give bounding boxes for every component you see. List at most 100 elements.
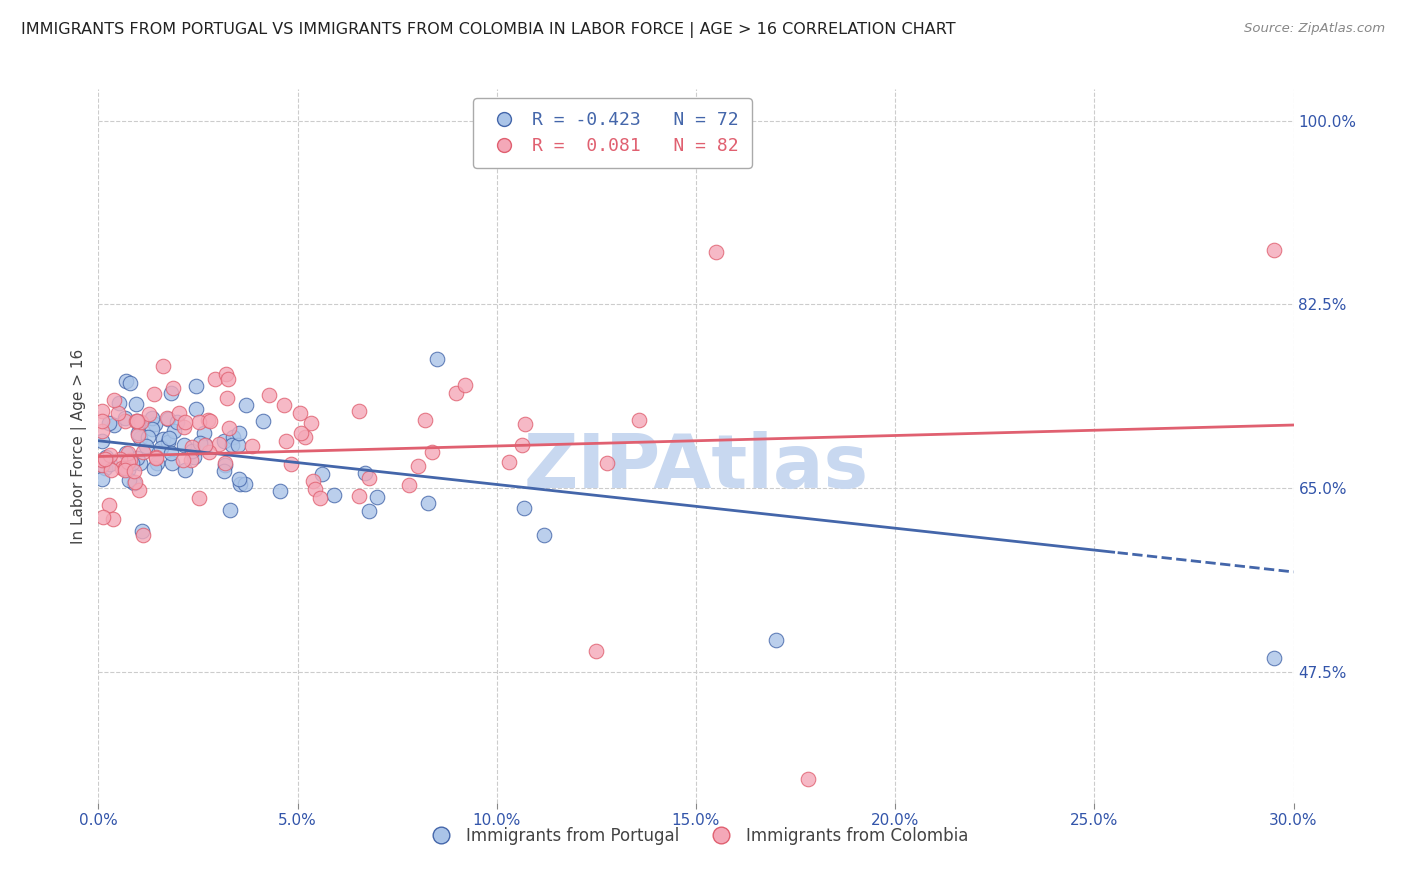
Point <box>128 483 150 497</box>
Point <box>131 524 153 539</box>
Point <box>180 452 202 467</box>
Point <box>406 458 429 473</box>
Point <box>138 407 160 421</box>
Point <box>454 377 477 392</box>
Point <box>110 452 132 467</box>
Point <box>188 415 211 429</box>
Point <box>127 417 149 431</box>
Point <box>704 244 727 259</box>
Point <box>498 455 520 469</box>
Point <box>122 464 145 478</box>
Point <box>311 467 333 482</box>
Point <box>252 414 274 428</box>
Point <box>515 417 537 431</box>
Point <box>226 438 249 452</box>
Point <box>167 406 190 420</box>
Text: IMMIGRANTS FROM PORTUGAL VS IMMIGRANTS FROM COLOMBIA IN LABOR FORCE | AGE > 16 C: IMMIGRANTS FROM PORTUGAL VS IMMIGRANTS F… <box>21 22 956 38</box>
Point <box>135 439 157 453</box>
Text: Source: ZipAtlas.com: Source: ZipAtlas.com <box>1244 22 1385 36</box>
Point <box>304 482 326 496</box>
Point <box>125 397 148 411</box>
Point <box>217 372 239 386</box>
Point <box>628 413 651 427</box>
Point <box>117 455 139 469</box>
Point <box>235 477 257 491</box>
Point <box>141 422 163 436</box>
Point <box>125 414 148 428</box>
Point <box>142 387 165 401</box>
Point <box>124 475 146 490</box>
Point <box>215 392 238 406</box>
Point <box>91 434 114 449</box>
Point <box>533 528 555 542</box>
Point <box>152 359 174 373</box>
Point <box>174 416 197 430</box>
Point <box>426 351 449 366</box>
Point <box>114 461 136 475</box>
Point <box>103 417 125 432</box>
Point <box>91 453 114 467</box>
Point <box>796 772 818 786</box>
Point <box>120 452 142 467</box>
Point <box>117 463 139 477</box>
Point <box>301 474 323 488</box>
Point <box>198 414 221 428</box>
Point <box>129 415 152 429</box>
Y-axis label: In Labor Force | Age > 16: In Labor Force | Age > 16 <box>72 349 87 543</box>
Point <box>173 438 195 452</box>
Point <box>273 399 295 413</box>
Point <box>136 430 159 444</box>
Point <box>91 472 114 486</box>
Point <box>212 465 235 479</box>
Point <box>127 414 149 428</box>
Point <box>194 438 217 452</box>
Point <box>132 445 155 459</box>
Point <box>413 413 436 427</box>
Point <box>290 425 312 440</box>
Point <box>222 430 245 444</box>
Point <box>420 444 443 458</box>
Point <box>152 432 174 446</box>
Point <box>221 438 243 452</box>
Point <box>114 411 136 425</box>
Point <box>366 490 388 504</box>
Point <box>208 436 231 450</box>
Point <box>180 440 202 454</box>
Point <box>145 450 167 464</box>
Point <box>294 430 316 444</box>
Point <box>132 528 155 542</box>
Point <box>188 491 211 505</box>
Point <box>118 473 141 487</box>
Point <box>127 450 149 465</box>
Point <box>357 470 380 484</box>
Point <box>115 374 138 388</box>
Point <box>118 376 141 390</box>
Point <box>100 463 122 477</box>
Point <box>108 396 131 410</box>
Point <box>347 404 370 418</box>
Point <box>162 381 184 395</box>
Point <box>163 424 186 438</box>
Point <box>280 458 302 472</box>
Point <box>124 476 146 491</box>
Point <box>322 488 344 502</box>
Point <box>121 457 143 471</box>
Point <box>160 386 183 401</box>
Point <box>160 457 183 471</box>
Point <box>172 453 194 467</box>
Point <box>146 456 169 470</box>
Point <box>240 439 263 453</box>
Point <box>91 424 114 438</box>
Point <box>160 446 183 460</box>
Point <box>91 403 114 417</box>
Point <box>596 456 619 470</box>
Point <box>98 498 121 512</box>
Point <box>186 401 208 416</box>
Point <box>149 441 172 455</box>
Point <box>145 451 167 466</box>
Point <box>107 406 129 420</box>
Point <box>228 472 250 486</box>
Point <box>128 456 150 470</box>
Point <box>173 463 195 477</box>
Point <box>94 452 117 467</box>
